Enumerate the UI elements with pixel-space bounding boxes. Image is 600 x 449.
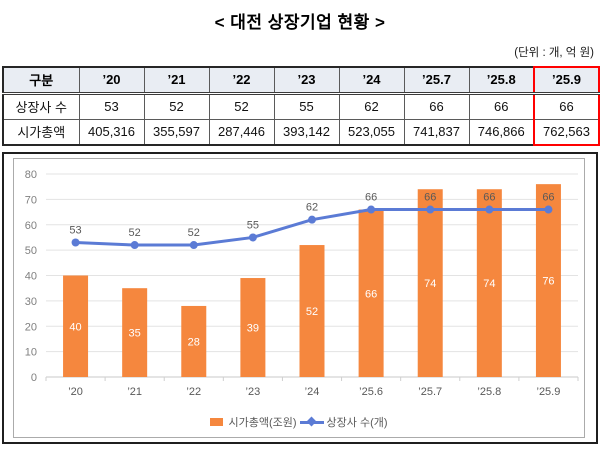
table-cell: 52 <box>208 92 275 120</box>
bar <box>417 189 443 377</box>
page-title: < 대전 상장기업 현황 > <box>214 13 386 32</box>
bar-data-label: 35 <box>129 328 141 340</box>
bar-data-label: 74 <box>424 278 436 290</box>
table-row-label: 상장사 수 <box>2 92 80 120</box>
line-point-marker <box>189 241 198 250</box>
x-axis-category-label: ’20 <box>68 386 83 398</box>
legend-line-marker <box>299 416 324 427</box>
table-column-header: ’25.9 <box>533 66 600 95</box>
table-cell: 66 <box>403 92 470 120</box>
table-cell: 66 <box>468 92 535 120</box>
table-column-header: ’25.8 <box>468 66 535 95</box>
line-point-marker <box>130 241 139 250</box>
line-data-label: 66 <box>424 192 436 204</box>
bar <box>240 278 266 377</box>
y-axis-tick-label: 40 <box>25 271 37 283</box>
table-column-header: ’21 <box>143 66 210 95</box>
chart-legend: 시가총액(조원) 상장사 수(개) <box>14 414 584 430</box>
table-column-header: ’25.7 <box>403 66 470 95</box>
bar-data-label: 39 <box>247 323 259 335</box>
x-axis-category-label: ’25.6 <box>359 386 383 398</box>
line-data-label: 53 <box>69 225 81 237</box>
chart-frame: 0 10 20 30 40 50 60 70 80 40 35 28 39 52 66 74 74 76 53 52 5… <box>13 158 585 438</box>
table-column-header: ’24 <box>338 66 405 95</box>
y-axis-tick-label: 20 <box>25 321 37 333</box>
x-axis-category-label: ’22 <box>186 386 201 398</box>
table-cell: 52 <box>143 92 210 120</box>
y-axis-tick-label: 70 <box>25 194 37 206</box>
line-data-label: 52 <box>188 227 200 239</box>
y-axis-tick-label: 50 <box>25 245 37 257</box>
y-axis-tick-label: 30 <box>25 296 37 308</box>
table-row: 상장사 수 53 52 52 55 62 66 66 66 <box>2 92 600 120</box>
x-axis-category-label: ’25.9 <box>537 386 561 398</box>
table-cell: 53 <box>78 92 145 120</box>
bar-data-label: 74 <box>483 278 495 290</box>
y-axis-tick-label: 60 <box>25 220 37 232</box>
listed-companies-table: 구분 ’20’21’22’23’24’25.7’25.8’25.9 상장사 수 53… <box>2 66 600 146</box>
line-data-label: 66 <box>483 192 495 204</box>
line-point-marker <box>71 238 80 247</box>
bar-data-label: 66 <box>365 288 377 300</box>
chart-container: 0 10 20 30 40 50 60 70 80 40 35 28 39 52 66 74 74 76 53 52 5… <box>2 152 598 444</box>
table-cell: 393,142 <box>273 118 340 146</box>
bar-data-label: 52 <box>306 306 318 318</box>
table-cell: 741,837 <box>403 118 470 146</box>
y-axis-tick-label: 80 <box>25 169 37 181</box>
x-axis-category-label: ’25.7 <box>418 386 442 398</box>
line-data-label: 55 <box>247 219 259 231</box>
table-cell: 746,866 <box>468 118 535 146</box>
table-column-header: ’20 <box>78 66 145 95</box>
table-column-header: ’23 <box>273 66 340 95</box>
line-point-marker <box>426 205 435 214</box>
bar-data-label: 28 <box>188 336 200 348</box>
bar <box>535 184 561 377</box>
x-axis-category-label: ’21 <box>127 386 142 398</box>
bar <box>299 245 325 377</box>
bar <box>358 209 384 377</box>
y-axis-tick-label: 0 <box>31 372 37 384</box>
line-point-marker <box>308 215 316 224</box>
table-cell: 62 <box>338 92 405 120</box>
unit-note: (단위 : 개, 억 원) <box>514 47 594 59</box>
table-corner-header: 구분 <box>2 66 80 95</box>
legend-label-market-cap: 시가총액(조원) <box>228 417 297 429</box>
table-cell: 405,316 <box>78 118 145 146</box>
table-cell: 66 <box>533 92 600 120</box>
table-cell: 55 <box>273 92 340 120</box>
table-column-header: ’22 <box>208 66 275 95</box>
legend-diamond-icon <box>306 416 316 427</box>
y-axis-tick-label: 10 <box>25 347 37 359</box>
line-data-label: 52 <box>129 227 141 239</box>
line-data-label: 62 <box>306 202 318 214</box>
table-cell: 523,055 <box>338 118 405 146</box>
table-cell: 287,446 <box>208 118 275 146</box>
bar-data-label: 40 <box>69 321 81 333</box>
table-cell: 355,597 <box>143 118 210 146</box>
line-point-marker <box>367 205 376 214</box>
line-data-label: 66 <box>365 192 377 204</box>
bar <box>181 305 207 377</box>
legend-bar-swatch <box>210 418 224 426</box>
x-axis-category-label: ’25.8 <box>477 386 501 398</box>
bar-data-label: 76 <box>542 276 554 288</box>
line-point-marker <box>544 205 553 214</box>
table-header-row: 구분 ’20’21’22’23’24’25.7’25.8’25.9 <box>2 66 600 95</box>
bar <box>476 189 502 377</box>
bar <box>122 288 148 377</box>
line-point-marker <box>248 233 257 242</box>
line-point-marker <box>485 205 494 214</box>
x-axis-category-label: ’24 <box>305 386 320 398</box>
x-axis-category-label: ’23 <box>246 386 261 398</box>
legend-label-company-count: 상장사 수(개) <box>326 417 388 429</box>
table-row-label: 시가총액 <box>2 118 80 146</box>
table-cell: 762,563 <box>533 118 600 146</box>
line-data-label: 66 <box>542 192 554 204</box>
combo-chart: 0 10 20 30 40 50 60 70 80 40 35 28 39 52 66 74 74 76 53 52 5… <box>25 169 579 398</box>
table-row: 시가총액 405,316 355,597 287,446 393,142 523,055 7… <box>2 118 600 146</box>
bar <box>63 275 89 377</box>
